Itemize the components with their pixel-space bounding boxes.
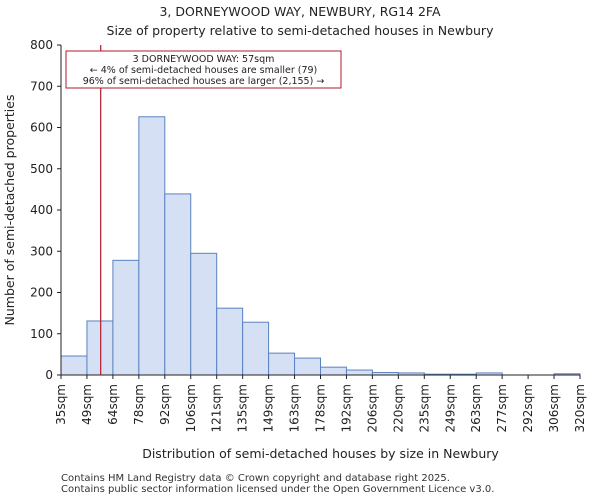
x-tick-label: 35sqm bbox=[54, 384, 68, 425]
bar-121sqm bbox=[216, 307, 244, 376]
annotation-line-3: 96% of semi-detached houses are larger (… bbox=[83, 76, 325, 87]
x-tick-label: 135sqm bbox=[236, 384, 250, 432]
x-tick-label: 106sqm bbox=[184, 384, 198, 432]
x-tick-label: 64sqm bbox=[106, 384, 120, 425]
x-tick-label: 178sqm bbox=[314, 384, 328, 432]
chart-subtitle: Size of property relative to semi-detach… bbox=[106, 23, 494, 38]
bar-149sqm bbox=[268, 352, 296, 376]
y-axis-label: Number of semi-detached properties bbox=[2, 95, 17, 326]
x-tick-label: 235sqm bbox=[417, 384, 431, 432]
y-tick-label: 0 bbox=[45, 368, 53, 382]
x-tick-label: 49sqm bbox=[80, 384, 94, 425]
bar-163sqm bbox=[294, 357, 321, 376]
bar-92sqm bbox=[164, 193, 192, 376]
bar-64sqm bbox=[112, 259, 140, 376]
y-tick-label: 800 bbox=[30, 38, 53, 52]
y-tick-label: 100 bbox=[30, 327, 53, 341]
bar-106sqm bbox=[190, 252, 218, 376]
x-tick-label: 306sqm bbox=[547, 384, 561, 432]
x-tick-label: 149sqm bbox=[262, 384, 276, 432]
x-tick-label: 121sqm bbox=[210, 384, 224, 432]
bar-178sqm bbox=[320, 366, 347, 376]
x-tick-label: 292sqm bbox=[521, 384, 535, 432]
x-tick-label: 78sqm bbox=[132, 384, 146, 425]
y-tick-label: 300 bbox=[30, 244, 53, 258]
footer-line-1: Contains HM Land Registry data © Crown c… bbox=[61, 473, 450, 484]
y-tick-label: 400 bbox=[30, 203, 53, 217]
bar-78sqm bbox=[138, 116, 166, 376]
y-tick-label: 600 bbox=[30, 121, 53, 135]
annotation-line-1: 3 DORNEYWOOD WAY: 57sqm bbox=[133, 54, 275, 65]
bar-192sqm bbox=[345, 369, 373, 376]
x-tick-label: 320sqm bbox=[573, 384, 587, 432]
footer-line-2: Contains public sector information licen… bbox=[61, 484, 495, 495]
x-tick-label: 92sqm bbox=[158, 384, 172, 425]
chart-title: 3, DORNEYWOOD WAY, NEWBURY, RG14 2FA bbox=[159, 4, 441, 19]
bar-49sqm bbox=[86, 320, 114, 376]
bar-135sqm bbox=[242, 321, 270, 376]
y-tick-label: 200 bbox=[30, 286, 53, 300]
x-tick-label: 249sqm bbox=[443, 384, 457, 432]
annotation-box bbox=[65, 50, 342, 89]
y-tick-label: 500 bbox=[30, 162, 53, 176]
x-tick-label: 263sqm bbox=[469, 384, 483, 432]
y-tick-label: 700 bbox=[30, 79, 53, 93]
annotation-line-2: ← 4% of semi-detached houses are smaller… bbox=[90, 65, 318, 76]
x-tick-label: 192sqm bbox=[339, 384, 353, 432]
x-tick-label: 163sqm bbox=[288, 384, 302, 432]
x-tick-label: 277sqm bbox=[495, 384, 509, 432]
x-tick-label: 206sqm bbox=[365, 384, 379, 432]
bar-35sqm bbox=[60, 355, 88, 376]
x-tick-label: 220sqm bbox=[391, 384, 405, 432]
x-axis-label: Distribution of semi-detached houses by … bbox=[142, 446, 499, 461]
